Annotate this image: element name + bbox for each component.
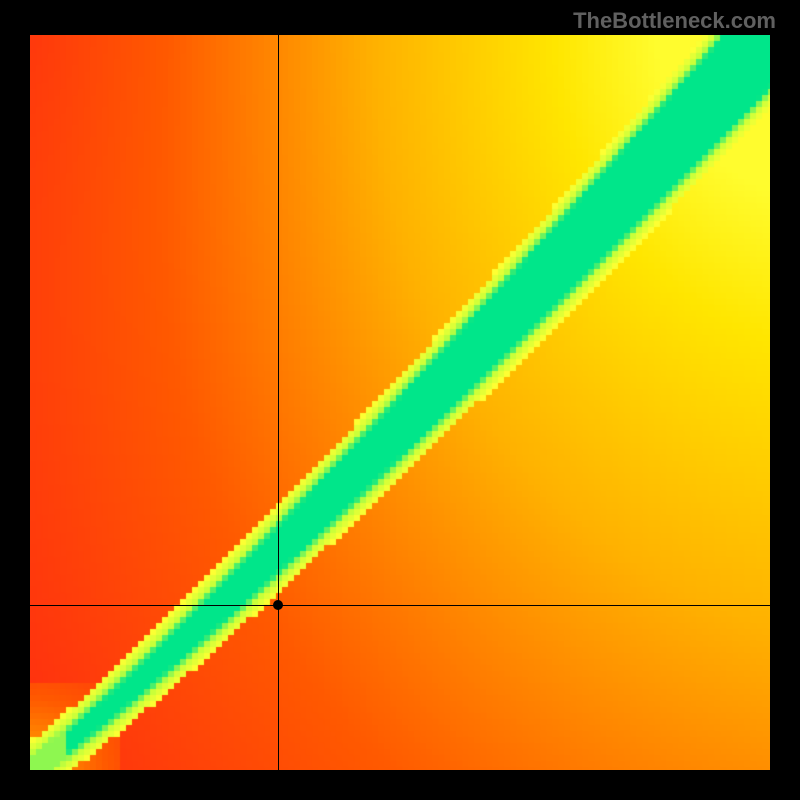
watermark-text: TheBottleneck.com (573, 8, 776, 34)
bottleneck-heatmap (30, 35, 770, 770)
heatmap-canvas (30, 35, 770, 770)
marker-dot (273, 600, 283, 610)
crosshair-vertical (278, 35, 279, 770)
crosshair-horizontal (30, 605, 770, 606)
